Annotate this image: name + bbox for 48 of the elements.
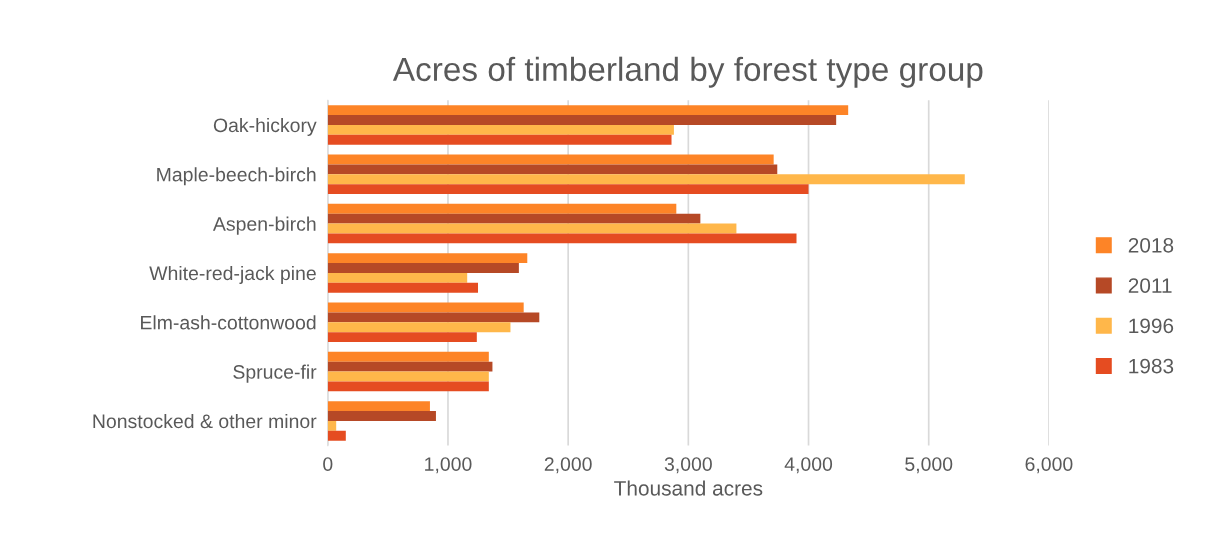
bar — [327, 420, 337, 431]
bar — [327, 115, 837, 125]
bar — [327, 154, 774, 165]
x-tick-label: 0 — [323, 457, 333, 471]
y-tick-label: Nonstocked & other minor — [93, 413, 317, 429]
bar — [327, 282, 479, 293]
bar — [327, 164, 778, 175]
bar — [327, 233, 797, 244]
y-tick-label: Spruce-fir — [233, 364, 317, 383]
legend-label: 1996 — [1129, 318, 1174, 334]
x-axis-title: Thousand acres — [614, 480, 763, 496]
y-tick-label: Aspen-birch — [212, 216, 316, 235]
bar — [327, 312, 540, 323]
bar — [327, 272, 468, 283]
bar — [327, 332, 477, 342]
bar — [327, 105, 849, 116]
x-tick-label: 6,000 — [1025, 457, 1073, 474]
bar — [327, 174, 965, 185]
x-tick-label: 2,000 — [544, 457, 592, 474]
bar — [327, 381, 489, 392]
bar — [327, 322, 511, 333]
bar — [327, 223, 737, 234]
bar — [327, 411, 436, 421]
bar — [327, 253, 528, 264]
x-tick-label: 3,000 — [664, 457, 712, 474]
y-tick-label: Maple-beech-birch — [157, 167, 316, 186]
chart-title: Acres of timberland by forest type group — [392, 56, 983, 88]
bar — [327, 134, 672, 145]
y-tick-label: Elm-ash-cottonwood — [141, 315, 316, 330]
legend-label: 2018 — [1128, 237, 1174, 253]
bar — [327, 351, 489, 362]
x-tick-label: 1,000 — [425, 457, 472, 474]
bar — [327, 263, 519, 273]
bar — [327, 184, 809, 194]
bar — [327, 213, 701, 224]
bar — [327, 371, 489, 382]
x-tick-label: 4,000 — [784, 457, 833, 474]
bar — [327, 203, 677, 214]
bar — [327, 361, 493, 372]
bar — [327, 302, 524, 313]
bar — [327, 401, 430, 412]
legend-label: 2011 — [1128, 278, 1172, 293]
y-tick-label: Oak-hickory — [213, 117, 317, 137]
bar — [327, 124, 674, 135]
x-tick-label: 5,000 — [905, 457, 953, 474]
legend-label: 1983 — [1129, 358, 1174, 374]
bar — [327, 430, 346, 441]
y-tick-label: White-red-jack pine — [149, 265, 316, 285]
